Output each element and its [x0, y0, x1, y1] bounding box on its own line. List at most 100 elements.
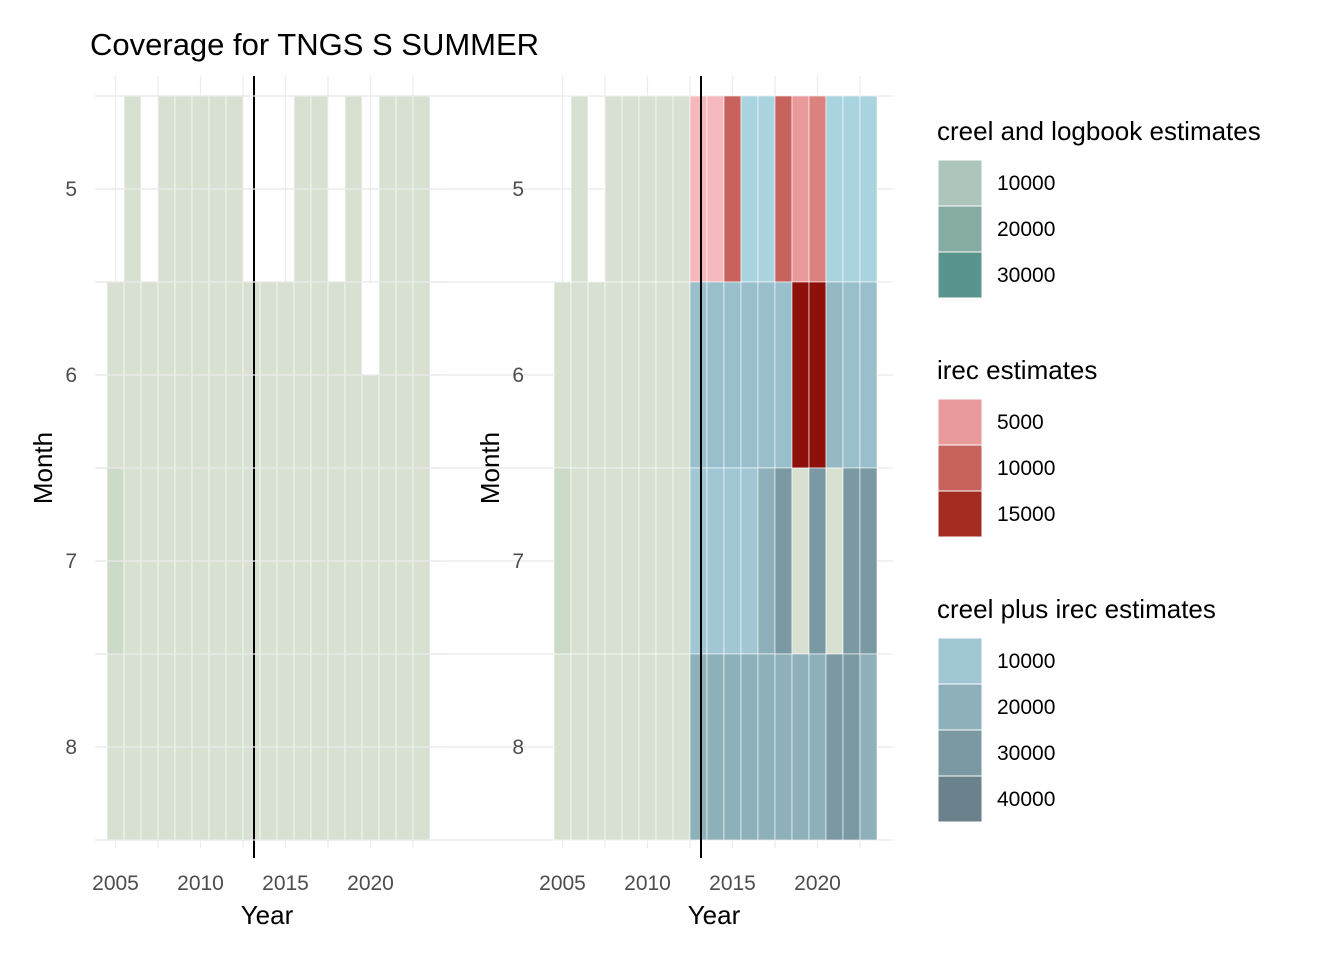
heatmap-cell [638, 653, 657, 841]
legend-area: creel and logbook estimates 10000 20000 300… [937, 116, 1261, 823]
heatmap-cell [808, 95, 827, 283]
heatmap-cell [587, 467, 606, 655]
x-tick-label: 2020 [794, 872, 841, 895]
heatmap-cell [570, 467, 589, 655]
heatmap-cell [723, 95, 742, 283]
heatmap-cell [655, 467, 674, 655]
legend-swatch [937, 683, 983, 731]
heatmap-cell [791, 467, 810, 655]
x-tick-label: 2015 [709, 872, 756, 895]
heatmap-cell [740, 467, 759, 655]
heatmap-cell [638, 95, 657, 283]
heatmap-cell [621, 653, 640, 841]
heatmap-cell [587, 281, 606, 469]
heatmap-cell [621, 467, 640, 655]
heatmap-cell [825, 467, 844, 655]
heatmap-cell [723, 467, 742, 655]
legend-swatch [937, 729, 983, 777]
heatmap-cell [570, 653, 589, 841]
x-axis-title: Year [688, 900, 741, 930]
heatmap-cell [757, 95, 776, 283]
heatmap-cell [672, 467, 691, 655]
heatmap-cell [570, 281, 589, 469]
heatmap-gap [362, 282, 379, 375]
y-tick-label: 8 [65, 736, 77, 759]
x-tick-label: 2005 [539, 872, 586, 895]
left-heatmap-panel: 2005 2010 2015 2020 5 6 7 8 Year Month [28, 76, 446, 930]
heatmap-cell [842, 281, 861, 469]
heatmap-cell [774, 467, 793, 655]
heatmap-cell [604, 653, 623, 841]
legend-swatch [937, 637, 983, 685]
y-tick-label: 5 [65, 178, 77, 201]
heatmap-cell [706, 95, 725, 283]
legend-label: 20000 [997, 696, 1055, 719]
heatmap-cell [689, 95, 708, 283]
legend-label: 15000 [997, 503, 1055, 526]
heatmap-cell [740, 281, 759, 469]
heatmap-cell [689, 467, 708, 655]
x-tick-label: 2015 [262, 872, 309, 895]
heatmap-cell [774, 653, 793, 841]
legend-swatch [937, 444, 983, 492]
legend-swatch [937, 398, 983, 446]
legend-label: 5000 [997, 411, 1044, 434]
y-tick-label: 6 [65, 364, 77, 387]
heatmap-cell [825, 653, 844, 841]
heatmap-cell [825, 281, 844, 469]
heatmap-cell [774, 95, 793, 283]
heatmap-cell [859, 467, 878, 655]
right-heatmap-panel: 2005 2010 2015 2020 5 6 7 8 Year Month [95, 76, 893, 930]
heatmap-cell [706, 653, 725, 841]
x-tick-label: 2010 [624, 872, 671, 895]
legend-label: 10000 [997, 650, 1055, 673]
heatmap-cell [655, 653, 674, 841]
heatmap-cell [808, 467, 827, 655]
x-tick-label: 2020 [347, 872, 394, 895]
heatmap-cell [706, 281, 725, 469]
legend-label: 30000 [997, 742, 1055, 765]
heatmap-cell [791, 653, 810, 841]
heatmap-cell [655, 281, 674, 469]
heatmap-cell [859, 281, 878, 469]
heatmap-cell [842, 467, 861, 655]
heatmap-cell [587, 653, 606, 841]
heatmap-cell [672, 281, 691, 469]
heatmap-cell [706, 467, 725, 655]
heatmap-cell [740, 95, 759, 283]
y-tick-label: 6 [512, 364, 524, 387]
heatmap-cell [808, 281, 827, 469]
heatmap-cell [859, 653, 878, 841]
heatmap-cell [689, 281, 708, 469]
y-axis-title: Month [475, 432, 505, 504]
legend-label: 30000 [997, 264, 1055, 287]
heatmap-cell [791, 95, 810, 283]
legend-swatch [937, 205, 983, 253]
heatmap-cell [621, 95, 640, 283]
legend-title: creel and logbook estimates [937, 116, 1261, 146]
heatmap-cell [825, 95, 844, 283]
legend-label: 40000 [997, 788, 1055, 811]
heatmap-cell [842, 95, 861, 283]
legend-swatch [937, 775, 983, 823]
heatmap-cell [723, 653, 742, 841]
heatmap-cell [604, 281, 623, 469]
heatmap-cell [672, 95, 691, 283]
legend-title: creel plus irec estimates [937, 594, 1216, 624]
heatmap-cell [553, 281, 572, 469]
heatmap-cell [859, 95, 878, 283]
legend-label: 10000 [997, 457, 1055, 480]
heatmap-cell [570, 95, 589, 283]
legend-label: 20000 [997, 218, 1055, 241]
legend-swatch [937, 159, 983, 207]
heatmap-cell [808, 653, 827, 841]
y-tick-label: 8 [512, 736, 524, 759]
heatmap-cell [621, 281, 640, 469]
heatmap-cell [757, 467, 776, 655]
legend-label: 10000 [997, 172, 1055, 195]
legend-swatch [937, 251, 983, 299]
heatmap-cell [723, 281, 742, 469]
y-axis-title: Month [28, 432, 58, 504]
legend-title: irec estimates [937, 355, 1097, 385]
